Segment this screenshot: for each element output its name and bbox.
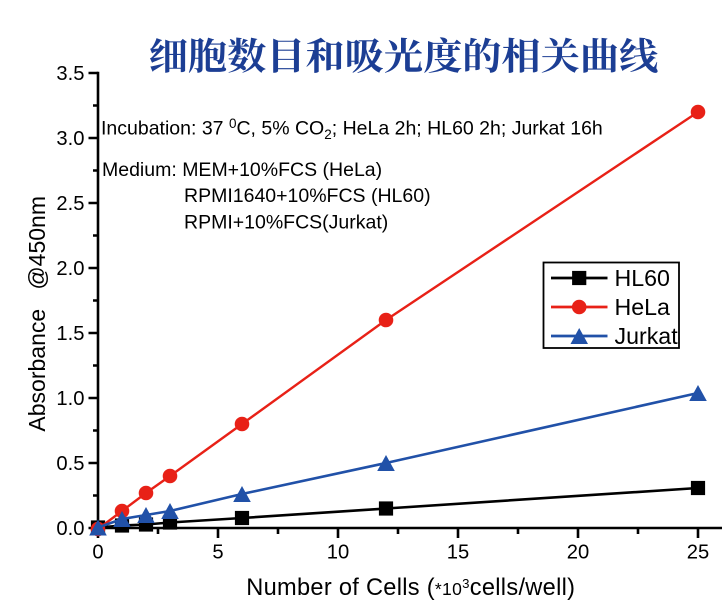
svg-text:2.5: 2.5: [56, 193, 84, 215]
svg-text:2.0: 2.0: [56, 258, 84, 280]
svg-text:3.0: 3.0: [56, 128, 84, 150]
svg-text:0.5: 0.5: [56, 453, 84, 475]
svg-text:Number of Cells (*103cells/wel: Number of Cells (*103cells/well): [246, 575, 575, 601]
svg-text:RPMI1640+10%FCS (HL60): RPMI1640+10%FCS (HL60): [184, 185, 431, 207]
svg-text:0: 0: [92, 542, 103, 564]
svg-text:20: 20: [567, 542, 589, 564]
svg-text:0.0: 0.0: [56, 518, 84, 540]
svg-text:5: 5: [212, 542, 223, 564]
svg-text:HL60: HL60: [615, 265, 670, 291]
svg-text:1.5: 1.5: [56, 323, 84, 345]
svg-text:Incubation: 37 0C, 5% CO2; HeL: Incubation: 37 0C, 5% CO2; HeLa 2h; HL60…: [101, 116, 603, 142]
svg-text:10: 10: [327, 542, 349, 564]
svg-text:3.5: 3.5: [56, 63, 84, 85]
svg-text:15: 15: [447, 542, 469, 564]
svg-text:25: 25: [687, 542, 709, 564]
svg-text:Jurkat: Jurkat: [615, 323, 679, 349]
svg-text:Absorbance @450nm: Absorbance @450nm: [24, 196, 50, 432]
svg-text:Medium: MEM+10%FCS (HeLa): Medium: MEM+10%FCS (HeLa): [102, 159, 382, 181]
svg-text:HeLa: HeLa: [615, 294, 671, 320]
svg-text:1.0: 1.0: [56, 388, 84, 410]
svg-text:RPMI+10%FCS(Jurkat): RPMI+10%FCS(Jurkat): [184, 212, 388, 234]
